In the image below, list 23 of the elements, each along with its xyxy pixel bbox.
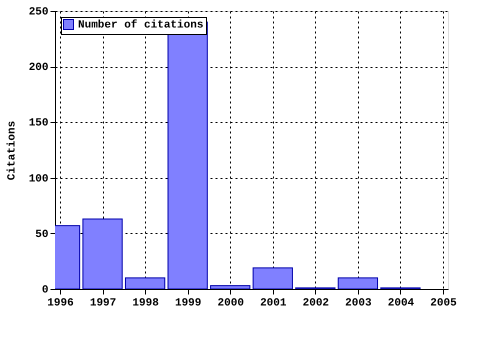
x-tick-label: 2004	[388, 298, 415, 310]
y-tick-label: 0	[42, 284, 48, 296]
x-tick-label: 2005	[430, 298, 458, 310]
bar	[124, 277, 166, 289]
y-tick-label: 100	[28, 173, 48, 186]
x-tick-label: 2003	[345, 298, 372, 310]
bar	[82, 218, 123, 289]
y-axis-title: Citations	[6, 120, 19, 180]
x-tick-label: 2002	[302, 298, 330, 310]
x-tick-label: 1996	[47, 298, 74, 310]
x-tick-label: 2000	[218, 298, 244, 310]
bar	[338, 277, 378, 289]
x-tick-label: 1998	[132, 298, 160, 310]
y-tick-label: 250	[28, 6, 48, 18]
bar	[210, 285, 250, 289]
x-tick-label: 2001	[260, 298, 287, 310]
y-tick-label: 150	[28, 118, 48, 130]
y-tick-label: 50	[35, 228, 48, 241]
legend-label: Number of citations	[78, 18, 204, 32]
x-tick-label: 1999	[174, 298, 202, 310]
bar	[252, 267, 293, 289]
x-tick-label: 1997	[90, 298, 116, 310]
y-tick-label: 200	[28, 62, 48, 74]
